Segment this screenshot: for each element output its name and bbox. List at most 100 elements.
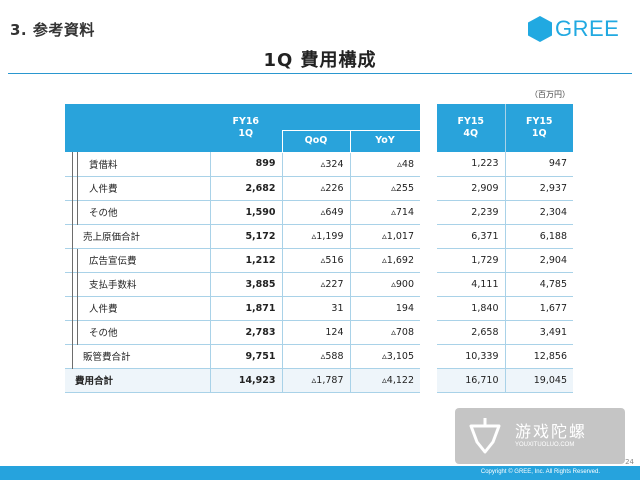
- row-yoy: ▵708: [349, 320, 420, 345]
- row-value: 9,751: [209, 344, 282, 369]
- row-fy15-1q: 12,856: [504, 344, 573, 369]
- row-qoq: ▵588: [281, 344, 350, 369]
- row-fy15-4q: 2,658: [437, 320, 505, 345]
- row-qoq: ▵1,199: [281, 224, 350, 249]
- table-row: 販管費合計 9,751 ▵588 ▵3,105: [65, 344, 420, 369]
- row-qoq: 31: [281, 296, 350, 321]
- row-yoy: 194: [349, 296, 420, 321]
- table-row-total: 16,710 19,045: [437, 368, 573, 393]
- page-number: 24: [625, 458, 634, 466]
- table-row: 6,371 6,188: [437, 224, 573, 249]
- row-yoy: ▵1,692: [349, 248, 420, 273]
- row-value: 899: [209, 152, 282, 177]
- row-qoq: ▵1,787: [281, 368, 350, 393]
- row-label: 売上原価合計: [65, 224, 210, 249]
- row-value: 5,172: [209, 224, 282, 249]
- row-fy15-1q: 1,677: [504, 296, 573, 321]
- header-fy15-4q-line1: FY15: [457, 116, 485, 127]
- table-row: 2,909 2,937: [437, 176, 573, 201]
- row-fy15-1q: 19,045: [504, 368, 573, 393]
- row-fy15-1q: 2,904: [504, 248, 573, 273]
- row-yoy: ▵48: [349, 152, 420, 177]
- row-yoy: ▵1,017: [349, 224, 420, 249]
- row-fy15-1q: 4,785: [504, 272, 573, 297]
- header-yoy: YoY: [349, 130, 421, 153]
- row-qoq: ▵324: [281, 152, 350, 177]
- header-fy16-line1: FY16: [232, 116, 260, 127]
- hexagon-logo-icon: [528, 16, 552, 42]
- row-fy15-1q: 3,491: [504, 320, 573, 345]
- row-label: その他: [65, 200, 210, 225]
- header-fy15-1q-line1: FY15: [525, 116, 553, 127]
- table-row: 4,111 4,785: [437, 272, 573, 297]
- row-fy15-4q: 1,223: [437, 152, 505, 177]
- row-fy15-4q: 2,909: [437, 176, 505, 201]
- row-fy15-1q: 947: [504, 152, 573, 177]
- table-row: 2,239 2,304: [437, 200, 573, 225]
- table-row: 1,840 1,677: [437, 296, 573, 321]
- row-fy15-4q: 1,729: [437, 248, 505, 273]
- table-row-total: 費用合計 14,923 ▵1,787 ▵4,122: [65, 368, 420, 393]
- row-value: 1,212: [209, 248, 282, 273]
- section-title: 3. 参考資料: [10, 21, 95, 39]
- table-row: 人件費 2,682 ▵226 ▵255: [65, 176, 420, 201]
- header-fy16-line2: 1Q: [238, 128, 254, 139]
- header-fy15-4q: FY15 4Q: [437, 104, 505, 152]
- row-label: 販管費合計: [65, 344, 210, 369]
- footer-bar: [0, 466, 640, 480]
- row-yoy: ▵900: [349, 272, 420, 297]
- row-qoq: ▵227: [281, 272, 350, 297]
- table-row: 売上原価合計 5,172 ▵1,199 ▵1,017: [65, 224, 420, 249]
- row-label: 広告宣伝費: [65, 248, 210, 273]
- row-label: 人件費: [65, 176, 210, 201]
- header-change-group: [282, 104, 420, 131]
- table-row: その他 2,783 124 ▵708: [65, 320, 420, 345]
- watermark: 游戏陀螺 YOUXITUOLUO.COM: [455, 408, 625, 464]
- table-row: 支払手数料 3,885 ▵227 ▵900: [65, 272, 420, 297]
- row-value: 1,590: [209, 200, 282, 225]
- table-row: 賃借料 899 ▵324 ▵48: [65, 152, 420, 177]
- row-fy15-4q: 16,710: [437, 368, 505, 393]
- row-value: 2,783: [209, 320, 282, 345]
- table-row: 10,339 12,856: [437, 344, 573, 369]
- row-qoq: ▵226: [281, 176, 350, 201]
- row-qoq: 124: [281, 320, 350, 345]
- row-value: 14,923: [209, 368, 282, 393]
- row-value: 3,885: [209, 272, 282, 297]
- row-fy15-4q: 10,339: [437, 344, 505, 369]
- watermark-text-cn: 游戏陀螺: [515, 422, 588, 441]
- row-yoy: ▵4,122: [349, 368, 420, 393]
- row-value: 2,682: [209, 176, 282, 201]
- row-label: 支払手数料: [65, 272, 210, 297]
- header-fy15-1q-line2: 1Q: [531, 128, 547, 139]
- logo-text: GREE: [555, 16, 620, 41]
- spinning-top-icon: [469, 418, 501, 454]
- row-value: 1,871: [209, 296, 282, 321]
- row-fy15-1q: 2,304: [504, 200, 573, 225]
- row-fy15-1q: 2,937: [504, 176, 573, 201]
- row-label: 費用合計: [65, 368, 210, 393]
- gree-logo: GREE: [528, 14, 619, 44]
- row-yoy: ▵255: [349, 176, 420, 201]
- table-row: その他 1,590 ▵649 ▵714: [65, 200, 420, 225]
- copyright: Copyright © GREE, Inc. All Rights Reserv…: [480, 469, 600, 475]
- watermark-text-en: YOUXITUOLUO.COM: [515, 442, 575, 448]
- header-fy16-1q: FY16 1Q: [210, 104, 282, 152]
- header-fy15-4q-line2: 4Q: [463, 128, 479, 139]
- cost-table-fy16: FY16 1Q QoQ YoY 賃借料 899 ▵324 ▵48 人件費 2,6…: [65, 104, 421, 393]
- row-yoy: ▵3,105: [349, 344, 420, 369]
- row-qoq: ▵516: [281, 248, 350, 273]
- row-yoy: ▵714: [349, 200, 420, 225]
- header-fy15-1q: FY15 1Q: [504, 104, 573, 152]
- row-fy15-4q: 4,111: [437, 272, 505, 297]
- header-qoq: QoQ: [281, 130, 351, 153]
- row-fy15-4q: 6,371: [437, 224, 505, 249]
- header-blank-cell: [65, 104, 210, 152]
- unit-note: （百万円）: [530, 90, 570, 99]
- row-fy15-4q: 1,840: [437, 296, 505, 321]
- row-label: 賃借料: [65, 152, 210, 177]
- table-row: 広告宣伝費 1,212 ▵516 ▵1,692: [65, 248, 420, 273]
- page-title: 1Q 費用構成: [263, 50, 377, 71]
- row-fy15-1q: 6,188: [504, 224, 573, 249]
- row-qoq: ▵649: [281, 200, 350, 225]
